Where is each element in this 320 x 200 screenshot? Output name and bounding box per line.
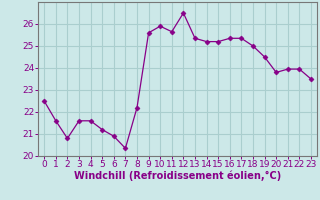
X-axis label: Windchill (Refroidissement éolien,°C): Windchill (Refroidissement éolien,°C) (74, 171, 281, 181)
